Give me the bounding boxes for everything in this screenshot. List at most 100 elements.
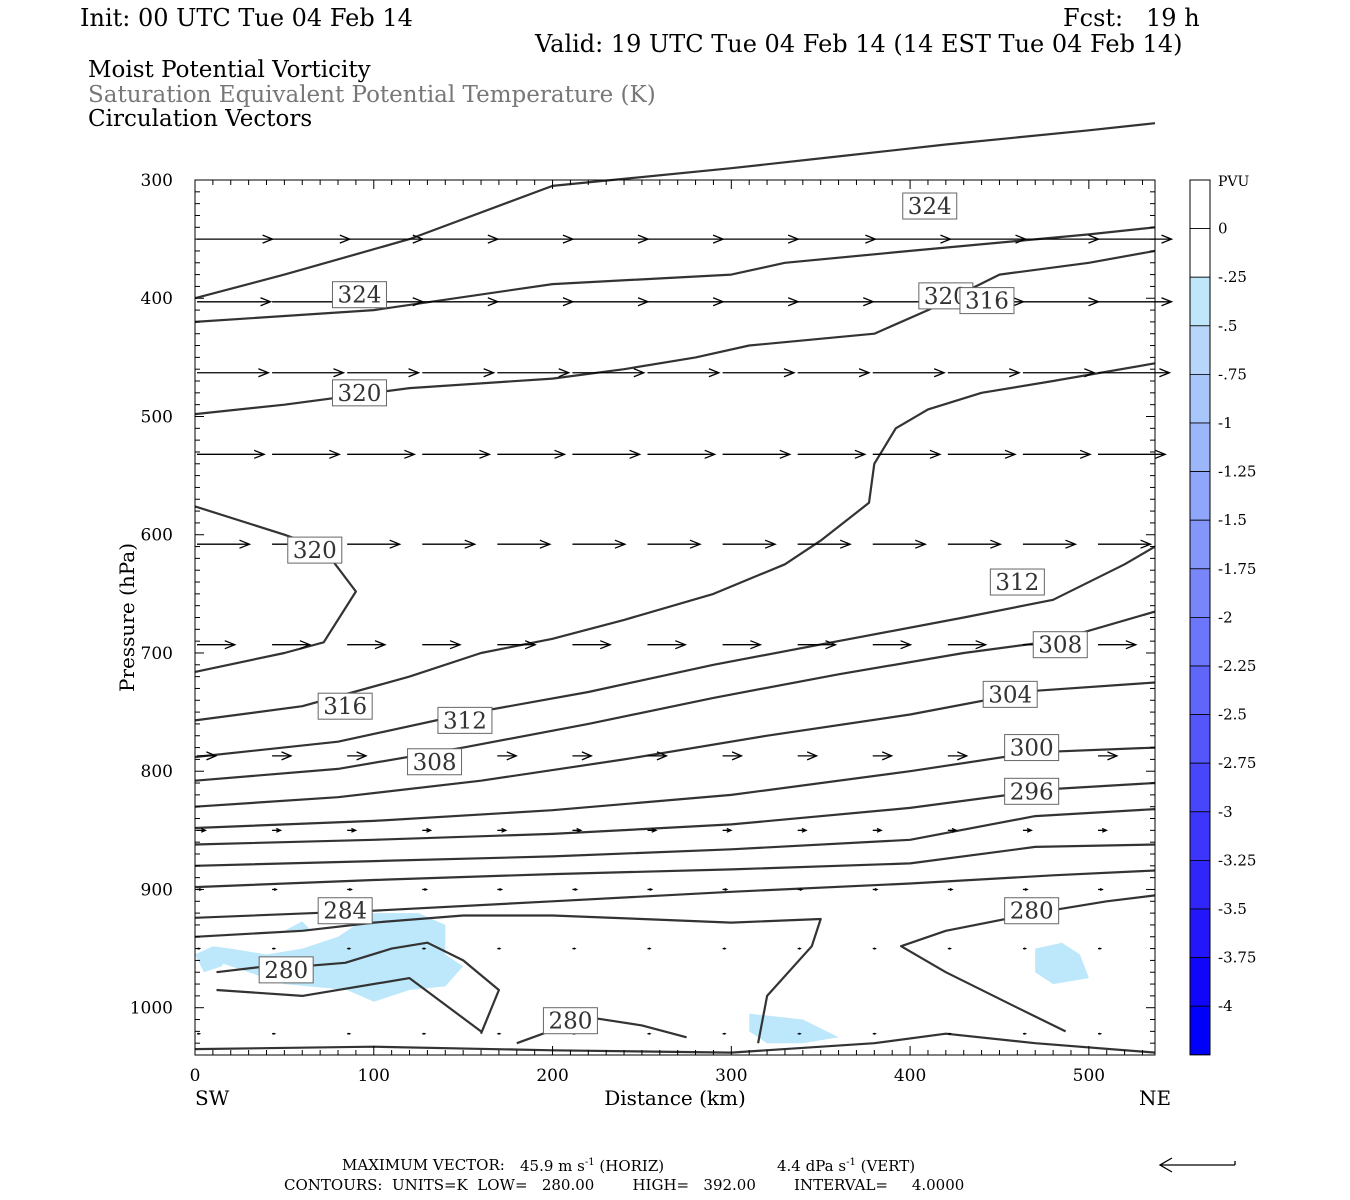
- x-end-label-ne: NE: [1139, 1086, 1171, 1110]
- vector-arrow: [1098, 640, 1138, 650]
- contour-label-324: 324: [902, 192, 958, 220]
- colorbar-swatch: [1189, 519, 1211, 570]
- contour-label-text: 280: [1010, 899, 1054, 925]
- contour-label-320: 320: [331, 379, 387, 407]
- vector-head: [329, 449, 342, 459]
- contour-label-box: [982, 680, 1038, 708]
- vector-head: [876, 827, 883, 833]
- axes: 0 100 200 300 400 500 300 400 500 600 700 800 900 100…: [115, 171, 1171, 1110]
- vector-head: [933, 368, 946, 378]
- vector-arrow: [647, 751, 669, 761]
- vector-arrow: [1098, 368, 1172, 378]
- x-tick-label: 100: [358, 1066, 390, 1086]
- vector-arrow: [272, 640, 312, 650]
- vector-head: [260, 297, 273, 307]
- contour-label-280: 280: [258, 956, 314, 984]
- x-tick-label: 300: [715, 1066, 747, 1086]
- vector-head: [426, 827, 433, 833]
- vector-arrow: [872, 827, 883, 833]
- vector-head: [1101, 827, 1109, 833]
- vector-arrow: [272, 827, 283, 833]
- vector-head: [200, 827, 208, 833]
- colorbar: PVU 0 -.25 -.5 -.75 -1 -1.25 -1.5 -1.75 -2 -2.25 -2…: [1189, 174, 1256, 1056]
- contour-label-308: 308: [1032, 631, 1088, 659]
- contour-316-2: [194, 249, 1156, 416]
- pv-shade-region-3: [1035, 942, 1089, 985]
- vector-arrow: [572, 887, 579, 891]
- colorbar-frame: [1189, 179, 1211, 1056]
- vector-arrow: [347, 234, 425, 244]
- vector-head: [873, 947, 877, 950]
- vector-arrow: [347, 539, 402, 549]
- vector-head: [423, 1032, 427, 1035]
- vector-head: [689, 539, 702, 549]
- colorbar-swatch: [1189, 276, 1211, 327]
- colorbar-swatch: [1189, 471, 1211, 521]
- vector-head: [704, 449, 717, 459]
- vector-arrow: [722, 368, 796, 378]
- colorbar-swatch: [1189, 811, 1211, 861]
- contour-316-4: [194, 362, 1156, 722]
- colorbar-swatch: [1189, 665, 1211, 715]
- vector-head: [498, 947, 502, 950]
- colorbar-swatch: [1189, 325, 1211, 375]
- vector-arrow: [1022, 539, 1078, 549]
- colorbar-swatch: [1189, 714, 1211, 764]
- vector-arrow: [422, 827, 433, 833]
- vector-head: [498, 1032, 502, 1035]
- contour-284-12: [194, 869, 1156, 919]
- vector-head: [873, 1032, 877, 1035]
- vector-arrow: [647, 947, 652, 950]
- vector-arrow: [497, 234, 575, 244]
- vector-arrow: [1022, 1032, 1028, 1035]
- vector-arrow: [1098, 827, 1109, 833]
- contour-label-text: 312: [443, 708, 487, 734]
- vector-head: [799, 887, 804, 891]
- colorbar-label: -1.25: [1218, 463, 1256, 481]
- vector-arrow: [1098, 297, 1174, 307]
- colorbar-swatch: [1189, 373, 1211, 424]
- vector-head: [1079, 449, 1092, 459]
- vector-arrow: [572, 640, 612, 650]
- vector-arrow: [872, 751, 894, 761]
- vector-head: [197, 1032, 202, 1035]
- contour-label-box: [1004, 734, 1060, 762]
- vector-arrow: [647, 1032, 652, 1035]
- colorbar-label: -.25: [1218, 268, 1247, 286]
- vector-arrow: [272, 1032, 277, 1035]
- vector-arrow: [947, 539, 1003, 549]
- vector-arrow: [422, 640, 462, 650]
- vector-arrow: [347, 1032, 352, 1035]
- vector-arrow: [1098, 234, 1174, 244]
- y-tick-label: 300: [141, 171, 173, 191]
- vector-head: [1004, 449, 1017, 459]
- vector-head: [929, 449, 942, 459]
- vector-head: [599, 640, 612, 650]
- colorbar-label: 0: [1218, 220, 1228, 238]
- vector-head: [423, 947, 427, 950]
- vector-head: [558, 368, 571, 378]
- contour-label-box: [1004, 777, 1060, 805]
- vector-arrow: [422, 1032, 427, 1035]
- x-tick-label: 0: [190, 1066, 201, 1086]
- vector-head: [273, 947, 277, 950]
- colorbar-label: -2.5: [1218, 706, 1247, 724]
- vector-arrow: [947, 751, 969, 761]
- y-tick-label: 500: [141, 407, 173, 427]
- vector-head: [854, 449, 867, 459]
- vector-head: [779, 449, 792, 459]
- max-vector-reference-arrow: [1158, 1157, 1236, 1173]
- vector-arrow: [797, 887, 804, 891]
- vector-arrow: [872, 368, 946, 378]
- vector-head: [1023, 947, 1028, 950]
- vector-arrow: [722, 539, 777, 549]
- vector-head: [506, 751, 518, 761]
- contour-label-layer: 3243243203203163203163123123083083043002…: [258, 192, 1088, 1035]
- contour-label-box: [317, 692, 373, 720]
- vector-arrow: [422, 449, 492, 459]
- colorbar-swatch: [1189, 568, 1211, 618]
- vector-head: [948, 1032, 952, 1035]
- colorbar-swatch: [1189, 228, 1211, 278]
- contour-label-box: [331, 379, 387, 407]
- vector-arrow: [647, 449, 717, 459]
